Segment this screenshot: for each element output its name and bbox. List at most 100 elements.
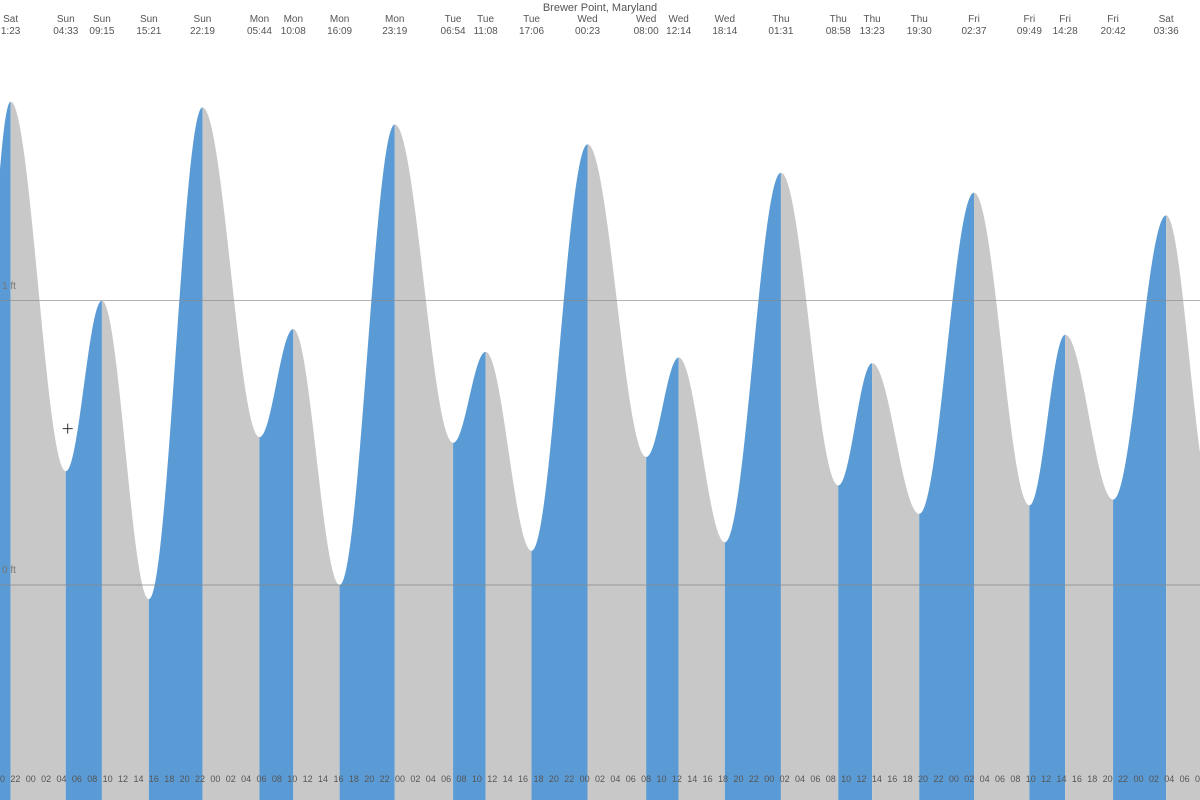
- x-axis-label: 12: [672, 774, 682, 784]
- extreme-label: Thu01:31: [768, 14, 793, 38]
- extreme-label: Mon05:44: [247, 14, 272, 38]
- x-axis-label: 22: [380, 774, 390, 784]
- extreme-label: Tue06:54: [441, 14, 466, 38]
- x-axis-label: 04: [980, 774, 990, 784]
- x-axis-label: 10: [287, 774, 297, 784]
- x-axis-label: 22: [564, 774, 574, 784]
- x-axis-label: 16: [149, 774, 159, 784]
- x-axis-label: 08: [641, 774, 651, 784]
- x-axis-label: 02: [1149, 774, 1159, 784]
- x-axis-label: 02: [41, 774, 51, 784]
- x-axis-label: 06: [1180, 774, 1190, 784]
- x-axis-label: 08: [1195, 774, 1200, 784]
- y-axis-label: 1 ft: [2, 281, 16, 292]
- x-axis-label: 00: [580, 774, 590, 784]
- x-axis-label: 14: [133, 774, 143, 784]
- extreme-label: Fri09:49: [1017, 14, 1042, 38]
- x-axis-label: 22: [10, 774, 20, 784]
- extreme-label: Fri14:28: [1053, 14, 1078, 38]
- x-axis-label: 20: [549, 774, 559, 784]
- x-axis-label: 14: [687, 774, 697, 784]
- x-axis-label: 16: [1072, 774, 1082, 784]
- extreme-label: Fri02:37: [961, 14, 986, 38]
- extreme-label: Tue11:08: [473, 14, 497, 38]
- x-axis-label: 08: [272, 774, 282, 784]
- x-axis-label: 12: [118, 774, 128, 784]
- x-axis-label: 20: [918, 774, 928, 784]
- extreme-label: Thu19:30: [907, 14, 932, 38]
- x-axis-label: 20: [0, 774, 5, 784]
- x-axis-label: 04: [426, 774, 436, 784]
- x-axis-label: 18: [349, 774, 359, 784]
- x-axis-label: 02: [780, 774, 790, 784]
- x-axis-label: 04: [610, 774, 620, 784]
- extreme-label: Sat1:23: [1, 14, 20, 38]
- x-axis-label: 02: [964, 774, 974, 784]
- x-axis-label: 20: [180, 774, 190, 784]
- x-axis-label: 02: [410, 774, 420, 784]
- x-axis-label: 04: [57, 774, 67, 784]
- x-axis-label: 20: [364, 774, 374, 784]
- x-axis-label: 02: [595, 774, 605, 784]
- x-axis-label: 00: [1133, 774, 1143, 784]
- extreme-labels-row: Sat1:23Sun04:33Sun09:15Sun15:21Sun22:19M…: [0, 14, 1200, 44]
- x-axis-label: 22: [195, 774, 205, 784]
- x-axis-label: 14: [872, 774, 882, 784]
- extreme-label: Sun22:19: [190, 14, 215, 38]
- extreme-label: Sun15:21: [136, 14, 161, 38]
- x-axis-label: 08: [1010, 774, 1020, 784]
- x-axis-label: 06: [995, 774, 1005, 784]
- extreme-label: Sat03:36: [1154, 14, 1179, 38]
- extreme-label: Mon10:08: [281, 14, 306, 38]
- x-axis-label: 14: [503, 774, 513, 784]
- extreme-label: Wed08:00: [634, 14, 659, 38]
- x-axis-label: 22: [1118, 774, 1128, 784]
- x-axis-label: 20: [733, 774, 743, 784]
- x-axis-label: 04: [795, 774, 805, 784]
- x-axis-label: 12: [1041, 774, 1051, 784]
- x-axis-label: 20: [1103, 774, 1113, 784]
- x-axis-label: 00: [395, 774, 405, 784]
- x-axis-label: 02: [226, 774, 236, 784]
- x-axis-label: 00: [949, 774, 959, 784]
- x-axis-label: 04: [1164, 774, 1174, 784]
- x-axis-label: 12: [857, 774, 867, 784]
- x-axis-label: 10: [1026, 774, 1036, 784]
- x-axis-label: 16: [703, 774, 713, 784]
- x-axis-label: 00: [764, 774, 774, 784]
- x-axis-label: 10: [472, 774, 482, 784]
- x-axis-label: 16: [333, 774, 343, 784]
- x-axis-label: 08: [87, 774, 97, 784]
- extreme-label: Thu13:23: [860, 14, 885, 38]
- extreme-label: Wed12:14: [666, 14, 691, 38]
- x-axis-label: 22: [933, 774, 943, 784]
- x-axis-label: 06: [626, 774, 636, 784]
- x-axis-label: 12: [487, 774, 497, 784]
- extreme-label: Sun04:33: [53, 14, 78, 38]
- x-axis-label: 22: [749, 774, 759, 784]
- extreme-label: Mon16:09: [327, 14, 352, 38]
- x-axis-label: 18: [533, 774, 543, 784]
- extreme-label: Tue17:06: [519, 14, 544, 38]
- x-axis-label: 18: [164, 774, 174, 784]
- extreme-label: Wed18:14: [712, 14, 737, 38]
- extreme-label: Fri20:42: [1101, 14, 1126, 38]
- x-axis-label: 08: [457, 774, 467, 784]
- extreme-label: Mon23:19: [382, 14, 407, 38]
- x-axis-label: 06: [257, 774, 267, 784]
- x-axis-label: 10: [657, 774, 667, 784]
- x-axis-label: 18: [903, 774, 913, 784]
- x-axis-label: 06: [810, 774, 820, 784]
- x-axis-label: 06: [441, 774, 451, 784]
- x-axis-label: 12: [303, 774, 313, 784]
- x-axis-label: 16: [887, 774, 897, 784]
- x-axis-label: 10: [841, 774, 851, 784]
- tide-chart: [0, 14, 1200, 800]
- x-axis-label: 18: [718, 774, 728, 784]
- y-axis-label: 0 ft: [2, 565, 16, 576]
- x-axis-label: 18: [1087, 774, 1097, 784]
- x-axis-label: 06: [72, 774, 82, 784]
- x-axis-label: 10: [103, 774, 113, 784]
- x-axis-label: 00: [210, 774, 220, 784]
- x-axis-label: 14: [318, 774, 328, 784]
